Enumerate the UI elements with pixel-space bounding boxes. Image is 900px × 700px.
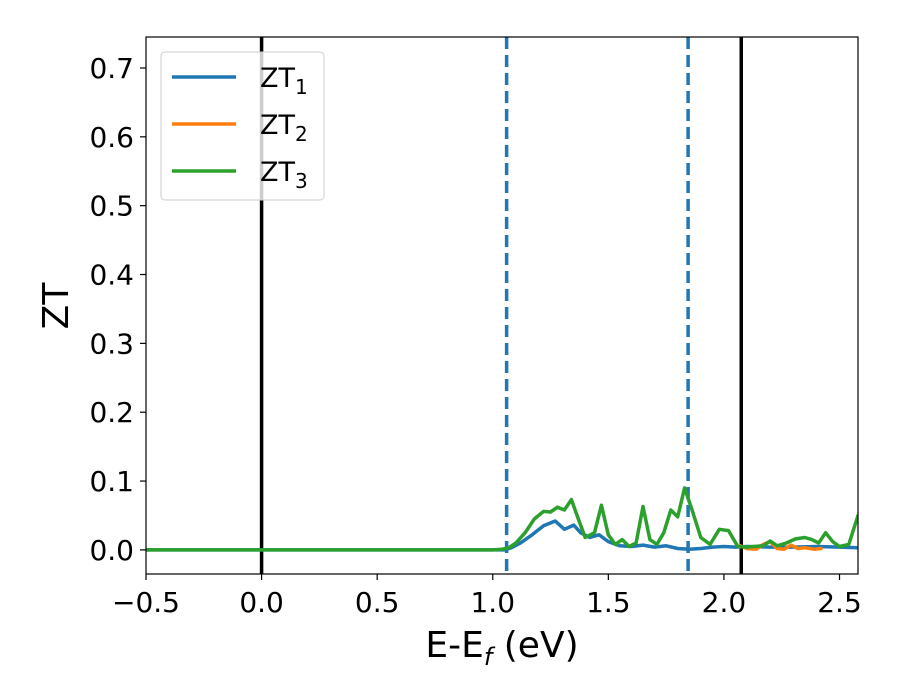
x-tick-label-1: 0.0 [239, 586, 284, 619]
x-tick-label-0: −0.5 [112, 586, 180, 619]
x-axis: −0.5 0.0 0.5 1.0 1.5 2.0 2.5 [112, 574, 862, 619]
legend-label-zt3: ZT3 [260, 157, 308, 193]
x-tick-label-6: 2.5 [817, 586, 862, 619]
x-axis-title-unit: (eV) [492, 625, 578, 666]
y-axis: 0.0 0.1 0.2 0.3 0.4 0.5 0.6 0.7 [89, 52, 146, 567]
y-tick-label-3: 0.3 [89, 327, 134, 360]
legend-label-zt1: ZT1 [260, 63, 308, 99]
y-tick-label-2: 0.2 [89, 396, 134, 429]
x-axis-title-main: E-E [425, 625, 483, 666]
y-tick-label-1: 0.1 [89, 465, 134, 498]
y-tick-label-6: 0.6 [89, 121, 134, 154]
y-tick-label-7: 0.7 [89, 52, 134, 85]
x-tick-label-4: 1.5 [586, 586, 631, 619]
x-tick-label-3: 1.0 [470, 586, 515, 619]
series-line-zt3 [146, 486, 858, 552]
legend: ZT1 ZT2 ZT3 [160, 51, 325, 201]
legend-label-zt2: ZT2 [260, 110, 308, 146]
y-tick-label-5: 0.5 [89, 190, 134, 223]
x-tick-label-2: 0.5 [355, 586, 400, 619]
y-tick-label-4: 0.4 [89, 259, 134, 292]
legend-box [160, 51, 325, 201]
plot-frame [145, 36, 859, 575]
y-axis-title: ZT [36, 282, 77, 330]
x-axis-title: E-Ef (eV) [425, 625, 578, 671]
series-line-zt2 [738, 539, 823, 551]
y-tick-label-0: 0.0 [89, 534, 134, 567]
x-tick-label-5: 2.0 [702, 586, 747, 619]
plot-area [146, 37, 858, 574]
